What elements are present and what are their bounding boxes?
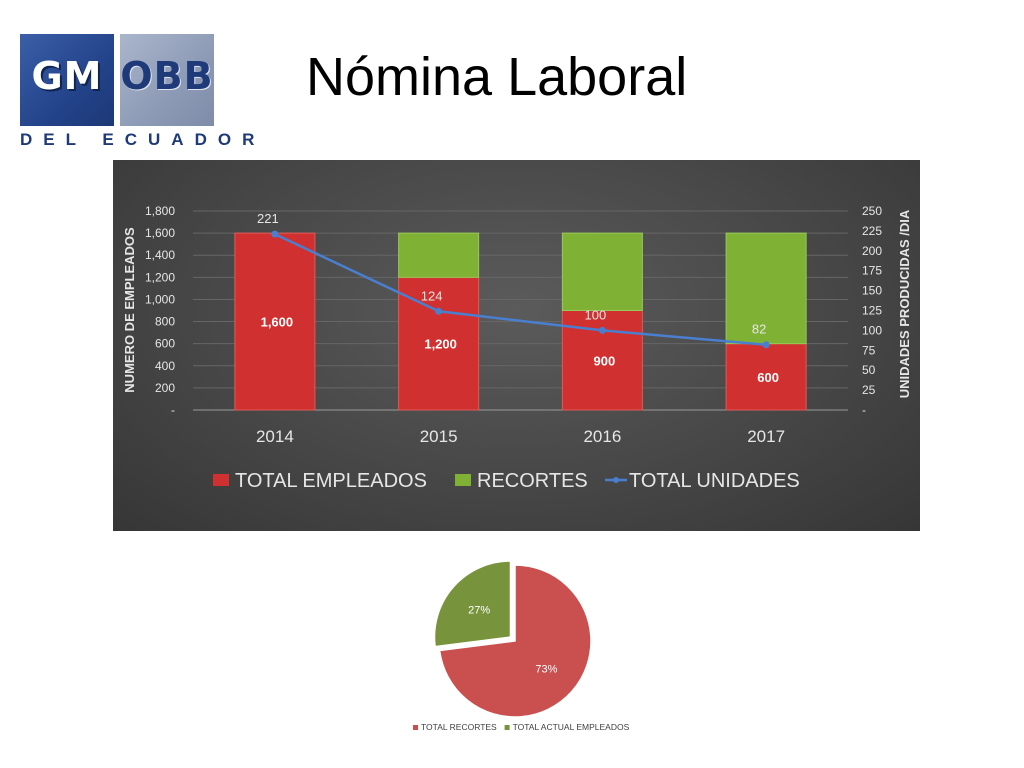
bar-data-label: 600 bbox=[757, 370, 779, 385]
x-tick-label: 2016 bbox=[583, 427, 621, 446]
logo-gm-block: GM bbox=[20, 34, 114, 126]
page-title: Nómina Laboral bbox=[306, 47, 688, 107]
pie-slice bbox=[438, 564, 592, 718]
logo-obb-text: OBB bbox=[120, 54, 214, 98]
y2-tick-label: 200 bbox=[862, 244, 882, 258]
y-tick-label: 1,600 bbox=[145, 226, 175, 240]
line-point-total-unidades bbox=[271, 230, 279, 238]
y2-tick-label: 50 bbox=[862, 363, 876, 377]
y2-tick-label: 225 bbox=[862, 224, 882, 238]
y2-tick-label: 75 bbox=[862, 343, 876, 357]
line-point-total-unidades bbox=[598, 326, 606, 334]
bar-recortes bbox=[561, 232, 643, 311]
pie-slice bbox=[433, 560, 512, 648]
legend-label: RECORTES bbox=[477, 470, 588, 492]
bar-recortes bbox=[398, 232, 480, 278]
y2-axis-title: UNIDADES PRODUCIDAS /DIA bbox=[897, 209, 912, 398]
pie-data-label: 73% bbox=[535, 664, 557, 676]
y2-tick-label: 25 bbox=[862, 383, 876, 397]
combo-bar-line-chart: - 200 400 600 800 1,000 1,200 1,400 1,600 1,800 - 2… bbox=[122, 204, 912, 492]
legend-label: TOTAL UNIDADES bbox=[629, 470, 800, 492]
legend-label: TOTAL EMPLEADOS bbox=[235, 470, 427, 492]
line-data-label: 82 bbox=[752, 322, 766, 337]
pie-legend-swatch bbox=[504, 725, 510, 730]
y2-tick-label: 125 bbox=[862, 304, 882, 318]
legend-swatch-marker bbox=[613, 477, 619, 483]
legend-swatch bbox=[455, 474, 471, 486]
bar-total-empleados bbox=[234, 232, 316, 411]
company-logo: GM OBB DEL ECUADOR bbox=[20, 34, 266, 150]
y-tick-label: - bbox=[171, 403, 175, 417]
bar-recortes bbox=[725, 232, 807, 345]
pie-legend-label: TOTAL ACTUAL EMPLEADOS bbox=[513, 722, 630, 732]
line-point-total-unidades bbox=[435, 307, 443, 315]
bar-data-label: 900 bbox=[594, 353, 616, 368]
y2-tick-label: 100 bbox=[862, 323, 882, 337]
y2-tick-label: - bbox=[862, 403, 866, 417]
pie-legend-label: TOTAL RECORTES bbox=[421, 722, 497, 732]
pie-legend-swatch bbox=[413, 725, 418, 730]
line-total-unidades bbox=[274, 232, 767, 346]
y2-tick-label: 150 bbox=[862, 284, 882, 298]
logo-gm-text: GM bbox=[31, 54, 103, 98]
bar-total-empleados bbox=[725, 343, 807, 411]
y-tick-label: 800 bbox=[155, 315, 175, 329]
logo-obb-block: OBB bbox=[120, 34, 214, 126]
line-data-label: 221 bbox=[257, 211, 279, 226]
x-tick-label: 2015 bbox=[420, 427, 458, 446]
y-tick-label: 1,200 bbox=[145, 270, 175, 284]
y-tick-label: 600 bbox=[155, 337, 175, 351]
legend-swatch bbox=[213, 474, 229, 486]
pie-chart: 73% 27% TOTAL RECORTES TOTAL ACTUAL EMPLEAD… bbox=[413, 560, 630, 732]
y-axis-title: NUMERO DE EMPLEADOS bbox=[122, 227, 137, 393]
y-tick-label: 400 bbox=[155, 359, 175, 373]
x-tick-label: 2014 bbox=[256, 427, 294, 446]
bar-data-label: 1,600 bbox=[261, 315, 294, 330]
y2-tick-label: 250 bbox=[862, 204, 882, 218]
y2-tick-label: 175 bbox=[862, 264, 882, 278]
bar-data-label: 1,200 bbox=[424, 337, 457, 352]
line-point-total-unidades bbox=[762, 341, 770, 349]
y-tick-label: 200 bbox=[155, 381, 175, 395]
logo-subtitle: DEL ECUADOR bbox=[20, 130, 266, 149]
y-tick-label: 1,000 bbox=[145, 292, 175, 306]
line-data-label: 100 bbox=[585, 307, 607, 322]
line-data-label: 124 bbox=[421, 288, 443, 303]
pie-data-label: 27% bbox=[468, 604, 490, 616]
y-tick-label: 1,400 bbox=[145, 248, 175, 262]
x-tick-label: 2017 bbox=[747, 427, 785, 446]
y-tick-label: 1,800 bbox=[145, 204, 175, 218]
